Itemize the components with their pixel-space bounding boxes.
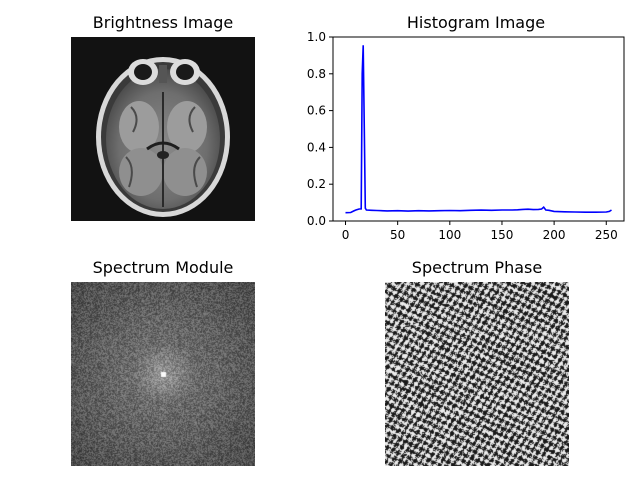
y-tick-label: 0.2 (307, 177, 326, 191)
spectrum-module-image (71, 282, 255, 466)
y-tick-label: 0.6 (307, 104, 326, 118)
y-tick-label: 0.8 (307, 67, 326, 81)
histogram-line (345, 45, 612, 214)
x-tick-label: 250 (595, 228, 618, 242)
histogram-ticks: 0 50 100 150 200 250 0.0 0.2 0.4 0.6 0.8 1.0 (307, 30, 618, 242)
spectrum-module-canvas (71, 282, 255, 466)
histogram-image-title: Histogram Image (406, 13, 546, 32)
y-tick-label: 0.4 (307, 140, 326, 154)
x-tick-label: 50 (390, 228, 405, 242)
spectrum-phase-canvas (385, 282, 569, 466)
histogram-series (345, 45, 612, 214)
y-tick-label: 0.0 (307, 214, 326, 228)
x-tick-label: 150 (491, 228, 514, 242)
histogram-chart: 0 50 100 150 200 250 0.0 0.2 0.4 0.6 0.8 1.0 (307, 30, 625, 242)
mri-brain-slice (96, 57, 230, 217)
y-tick-label: 1.0 (307, 30, 326, 44)
brightness-image-title: Brightness Image (92, 13, 234, 32)
x-tick-label: 100 (438, 228, 461, 242)
spectrum-phase-title: Spectrum Phase (411, 258, 543, 277)
x-tick-label: 200 (543, 228, 566, 242)
x-tick-label: 0 (342, 228, 350, 242)
histogram-axes (332, 36, 625, 222)
spectrum-phase-image (385, 282, 569, 466)
brightness-image (71, 37, 255, 221)
plot-frame (332, 36, 625, 222)
spectrum-module-title: Spectrum Module (92, 258, 234, 277)
